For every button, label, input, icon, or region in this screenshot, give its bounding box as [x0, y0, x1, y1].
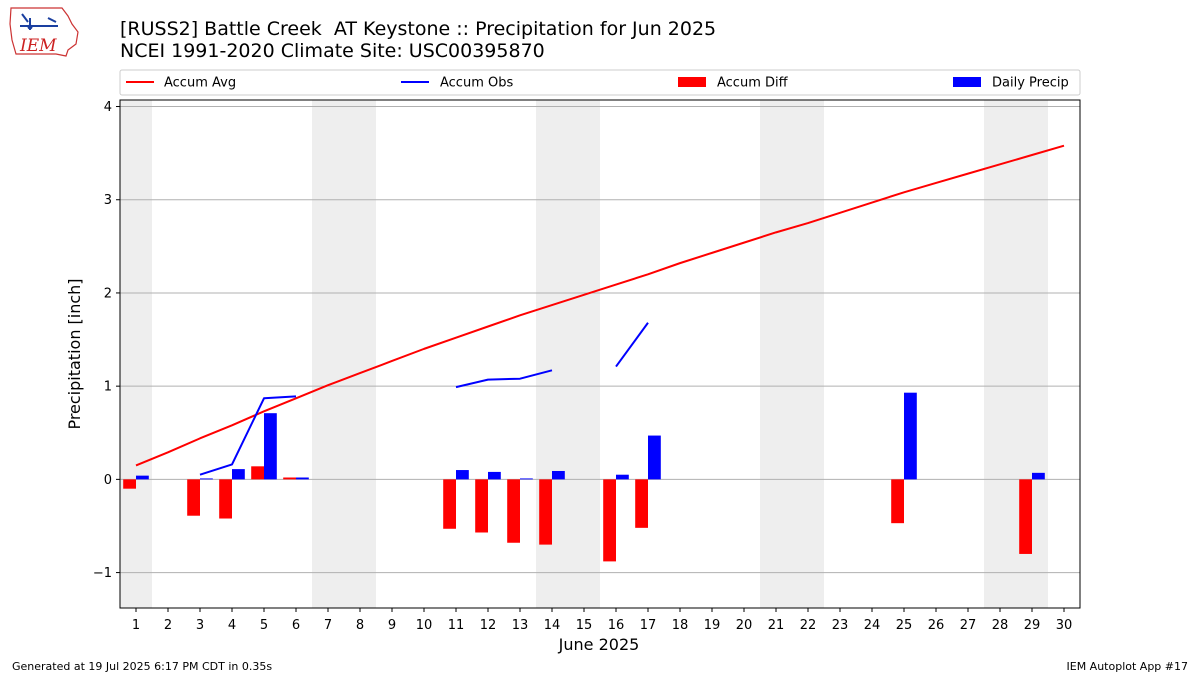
y-axis-label: Precipitation [inch] [65, 278, 84, 429]
bar-accum-diff-day-17 [635, 479, 648, 528]
x-tick-label: 19 [704, 618, 721, 633]
legend-frame [119, 69, 1081, 96]
legend-label-accum-obs: Accum Obs [440, 76, 513, 91]
iem-logo: IEM [9, 7, 79, 57]
bar-daily-precip-day-4 [232, 469, 245, 480]
x-tick-label: 17 [640, 618, 657, 633]
bar-accum-diff-day-6 [283, 477, 296, 480]
bar-accum-diff-day-29 [1019, 479, 1032, 554]
x-tick-label: 13 [512, 618, 529, 633]
bar-daily-precip-day-16 [616, 474, 629, 480]
bar-daily-precip-day-13 [520, 478, 533, 480]
x-tick-label: 15 [576, 618, 593, 633]
footer-app: IEM Autoplot App #17 [1067, 660, 1189, 673]
chart-title: [RUSS2] Battle Creek AT Keystone :: Prec… [120, 18, 716, 40]
x-axis-ticks: 1 2 3 4 5 6 7 8 9 10 11 12 13 14 15 16 17 18 19 20 21 22 23 24 2… [132, 608, 1072, 633]
legend-swatch-accum-diff [678, 77, 706, 87]
x-tick-label: 22 [800, 618, 817, 633]
x-tick-label: 30 [1056, 618, 1073, 633]
x-tick-label: 11 [448, 618, 465, 633]
x-tick-label: 21 [768, 618, 785, 633]
line-accum-obs-segment-2 [455, 369, 553, 389]
line-accum-obs-segment-1 [199, 395, 297, 476]
y-tick-label: 2 [104, 286, 112, 301]
y-axis-ticks: −1 0 1 2 3 4 [93, 100, 120, 581]
station-dot-icon [27, 24, 33, 30]
bar-accum-diff-day-5 [251, 466, 264, 480]
x-tick-label: 9 [388, 618, 396, 633]
x-tick-label: 5 [260, 618, 268, 633]
line-accum-obs-segment-3 [615, 322, 649, 368]
bar-daily-precip-day-14 [552, 470, 565, 480]
weekend-shade-1 [120, 100, 152, 608]
x-tick-label: 18 [672, 618, 689, 633]
weather-station-icon [20, 13, 58, 30]
bar-daily-precip-day-5 [264, 413, 277, 480]
bar-daily-precip-day-29 [1032, 472, 1045, 480]
x-tick-label: 1 [132, 618, 140, 633]
legend-swatch-daily-precip [953, 77, 981, 87]
x-tick-label: 20 [736, 618, 753, 633]
weekend-shade-2 [312, 100, 376, 608]
y-tick-label: −1 [93, 566, 112, 581]
x-tick-label: 7 [324, 618, 332, 633]
bar-accum-diff-day-3 [187, 479, 200, 516]
x-axis-label: June 2025 [558, 635, 640, 654]
x-tick-label: 12 [480, 618, 497, 633]
legend-label-accum-diff: Accum Diff [717, 76, 789, 91]
legend: Accum Avg Accum Obs Accum Diff Daily Pre… [119, 69, 1081, 96]
bar-daily-precip-day-3 [200, 478, 213, 480]
legend-label-daily-precip: Daily Precip [992, 76, 1069, 91]
y-tick-label: 1 [104, 380, 112, 395]
gridlines [120, 106, 1080, 574]
x-tick-label: 4 [228, 618, 236, 633]
footer-generated: Generated at 19 Jul 2025 6:17 PM CDT in … [12, 660, 272, 673]
bar-series [123, 392, 1045, 562]
bar-daily-precip-day-12 [488, 471, 501, 480]
x-tick-label: 28 [992, 618, 1009, 633]
x-tick-label: 16 [608, 618, 625, 633]
weekend-shade-4 [760, 100, 824, 608]
bar-accum-diff-day-13 [507, 479, 520, 543]
bar-daily-precip-day-17 [648, 435, 661, 480]
bar-accum-diff-day-25 [891, 479, 904, 524]
weekend-shade-5 [984, 100, 1048, 608]
bar-daily-precip-day-11 [456, 470, 469, 480]
line-series [135, 144, 1065, 476]
bar-accum-diff-day-4 [219, 479, 232, 519]
x-tick-label: 26 [928, 618, 945, 633]
x-tick-label: 29 [1024, 618, 1041, 633]
bar-daily-precip-day-1 [136, 475, 149, 480]
x-tick-label: 25 [896, 618, 913, 633]
chart-subtitle: NCEI 1991-2020 Climate Site: USC00395870 [120, 40, 545, 62]
bar-accum-diff-day-16 [603, 479, 616, 562]
y-tick-label: 3 [104, 193, 112, 208]
bar-daily-precip-day-6 [296, 477, 309, 480]
plot-frame [119, 99, 1081, 609]
x-tick-label: 14 [544, 618, 561, 633]
x-tick-label: 24 [864, 618, 881, 633]
y-tick-label: 0 [104, 473, 112, 488]
x-tick-label: 27 [960, 618, 977, 633]
x-tick-label: 3 [196, 618, 204, 633]
bar-accum-diff-day-12 [475, 479, 488, 533]
bar-accum-diff-day-11 [443, 479, 456, 529]
x-tick-label: 23 [832, 618, 849, 633]
bar-daily-precip-day-25 [904, 392, 917, 480]
x-tick-label: 2 [164, 618, 172, 633]
logo-text: IEM [19, 36, 57, 56]
x-tick-label: 10 [416, 618, 433, 633]
bar-accum-diff-day-1 [123, 479, 136, 489]
x-tick-label: 8 [356, 618, 364, 633]
x-tick-label: 6 [292, 618, 300, 633]
line-accum-avg-segment-1 [135, 144, 1065, 467]
weekend-shading [120, 100, 1048, 608]
bar-accum-diff-day-14 [539, 479, 552, 545]
legend-label-accum-avg: Accum Avg [164, 76, 236, 91]
y-tick-label: 4 [104, 100, 112, 115]
